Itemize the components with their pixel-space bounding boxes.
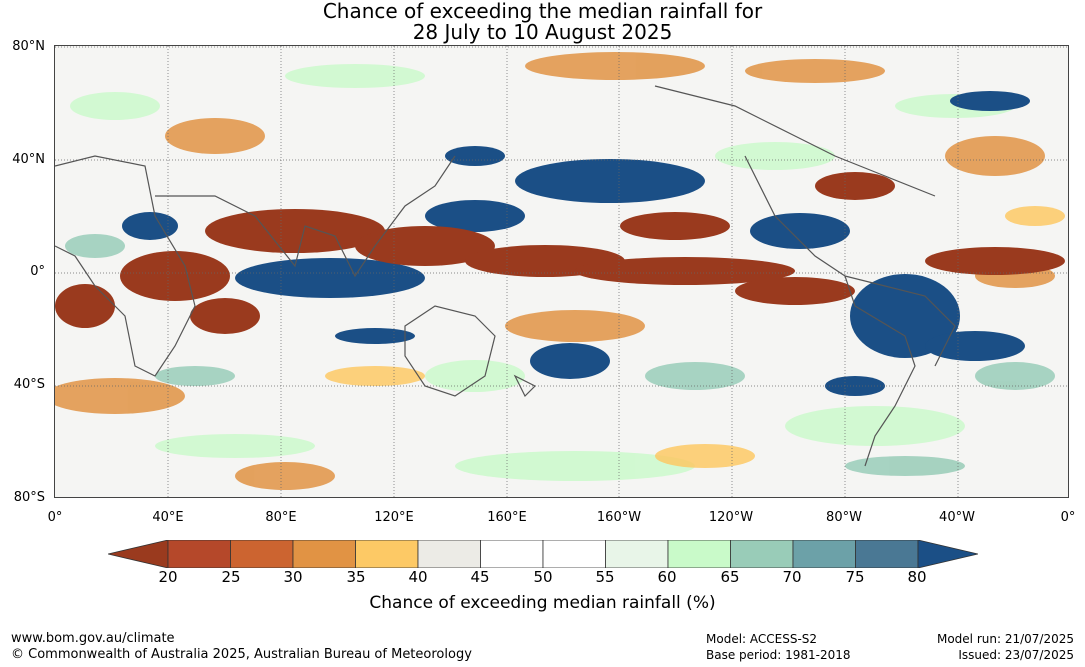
map-canvas [55, 46, 1068, 497]
lat-label-40n: 40°N [12, 152, 45, 167]
lon-label-0-right: 0° [1060, 510, 1076, 525]
colorbar-tick: 60 [657, 568, 677, 586]
graticule [55, 46, 1068, 497]
map-title-line2: 28 July to 10 August 2025 [412, 20, 673, 44]
footer-url: www.bom.gov.au/climate [11, 631, 175, 646]
colorbar-segment [855, 540, 919, 568]
colorbar-title: Chance of exceeding median rainfall (%) [369, 593, 716, 613]
colorbar-tick: 50 [533, 568, 553, 586]
colorbar-low-arrow [108, 540, 169, 568]
colorbar-tick: 45 [470, 568, 490, 586]
colorbar-tick: 35 [346, 568, 366, 586]
colorbar-segment [792, 540, 856, 568]
footer-base-period: Base period: 1981-2018 [706, 648, 851, 662]
colorbar-segment [417, 540, 481, 568]
lat-label-40s: 40°S [13, 377, 45, 392]
brown-dry-areas [55, 172, 1065, 334]
lon-label-80w: 80°W [826, 510, 862, 525]
colorbar-tick: 40 [408, 568, 428, 586]
lon-label-160w: 160°W [596, 510, 642, 525]
colorbar-tick: 55 [595, 568, 615, 586]
coastlines [55, 85, 956, 467]
colorbar-segment [542, 540, 606, 568]
lon-label-120e: 120°E [374, 510, 414, 525]
footer-copyright: © Commonwealth of Australia 2025, Austra… [11, 647, 472, 662]
colorbar-segment [667, 540, 731, 568]
colorbar-segment [167, 540, 231, 568]
lat-label-80n: 80°N [12, 39, 45, 54]
footer-model-run: Model run: 21/07/2025 [936, 632, 1074, 646]
yellow-areas [325, 206, 1065, 468]
colorbar-tick: 65 [720, 568, 740, 586]
colorbar-segment [605, 540, 669, 568]
lon-label-40e: 40°E [152, 510, 184, 525]
colorbar-high-arrow [917, 540, 978, 568]
lon-label-80e: 80°E [265, 510, 297, 525]
colorbar-tick: 30 [283, 568, 303, 586]
colorbar-segment [730, 540, 794, 568]
colorbar-segment [230, 540, 294, 568]
light-green-areas [70, 64, 1015, 481]
lon-label-120w: 120°W [708, 510, 754, 525]
blue-wet-areas [122, 91, 1030, 396]
colorbar-segment [292, 540, 356, 568]
lat-label-0: 0° [30, 264, 45, 279]
colorbar-tick: 25 [221, 568, 241, 586]
colorbar-tick: 20 [158, 568, 178, 586]
colorbar-segment [355, 540, 419, 568]
colorbar [108, 540, 978, 568]
map-title-line1: Chance of exceeding the median rainfall … [322, 0, 763, 23]
mid-green-areas [65, 234, 1055, 476]
colorbar-segment [480, 540, 544, 568]
footer-model: Model: ACCESS-S2 [706, 632, 818, 646]
lon-label-40w: 40°W [939, 510, 975, 525]
footer-issued: Issued: 23/07/2025 [958, 648, 1074, 662]
lon-label-0: 0° [47, 510, 63, 525]
colorbar-tick: 70 [782, 568, 802, 586]
lon-label-160e: 160°E [487, 510, 527, 525]
colorbar-tick: 75 [845, 568, 865, 586]
lat-label-80s: 80°S [13, 490, 45, 505]
colorbar-tick: 80 [907, 568, 927, 586]
rainfall-probability-map [54, 45, 1069, 498]
